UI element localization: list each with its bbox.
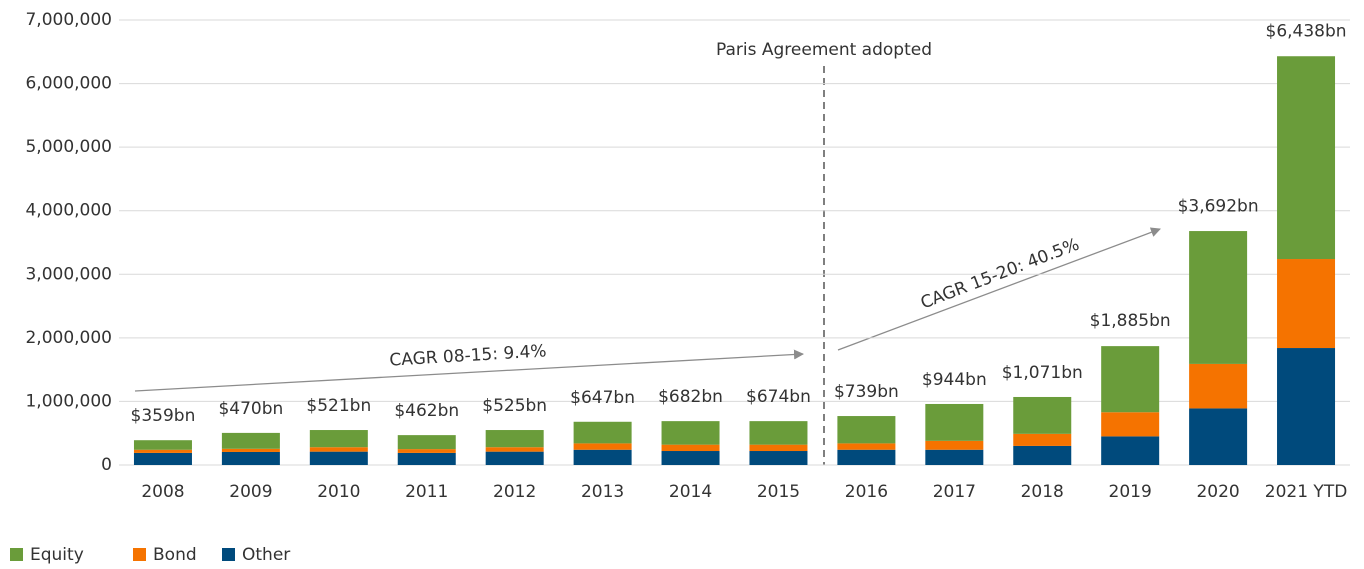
bar-segment <box>837 449 896 465</box>
y-tick-label: 3,000,000 <box>25 264 112 284</box>
trend-arrow <box>134 349 804 392</box>
legend-label: Other <box>242 545 290 565</box>
total-label: $739bn <box>834 382 899 402</box>
legend-swatch <box>133 548 146 561</box>
bar-segment <box>221 432 280 449</box>
bar-segment <box>309 447 368 452</box>
y-tick-label: 4,000,000 <box>25 201 112 221</box>
trend-arrow <box>837 227 1161 351</box>
total-label: $521bn <box>306 396 371 416</box>
bar-segment <box>1277 348 1336 465</box>
bar-segment <box>1277 56 1336 260</box>
y-tick-label: 1,000,000 <box>25 391 112 411</box>
bar-segment <box>221 451 280 465</box>
bar-segment <box>133 440 192 450</box>
bar-segment <box>1277 259 1336 349</box>
total-label: $944bn <box>922 370 987 390</box>
bar-segment <box>925 440 984 450</box>
bar-segment <box>749 444 808 452</box>
bar-segment <box>1013 433 1072 446</box>
bar-segment <box>661 451 720 465</box>
legend-label: Bond <box>153 545 197 565</box>
x-tick-label: 2009 <box>229 482 272 502</box>
total-label: $647bn <box>570 388 635 408</box>
bar-segment <box>925 403 984 441</box>
legend-label: Equity <box>30 545 84 565</box>
bar-segment <box>485 430 544 448</box>
bar-segment <box>485 447 544 452</box>
y-tick-label: 6,000,000 <box>25 74 112 94</box>
bar-segment <box>485 451 544 465</box>
bar-segment <box>397 435 456 450</box>
bar-segment <box>397 452 456 465</box>
bar-segment <box>1189 363 1248 409</box>
bar-segment <box>1013 445 1072 465</box>
y-tick-label: 0 <box>101 455 112 475</box>
total-label: $462bn <box>394 401 459 421</box>
annotation: CAGR 08-15: 9.4% <box>389 341 547 370</box>
total-label: $682bn <box>658 387 723 407</box>
annotation: Paris Agreement adopted <box>716 40 932 60</box>
bar-segment <box>837 443 896 450</box>
bar-segment <box>661 444 720 452</box>
bar-segment <box>573 443 632 450</box>
bar-segment <box>1101 346 1160 413</box>
y-tick-label: 7,000,000 <box>25 10 112 30</box>
bar-segment <box>573 449 632 465</box>
x-tick-label: 2021 YTD <box>1265 482 1348 502</box>
total-label: $470bn <box>218 399 283 419</box>
total-label: $359bn <box>131 406 196 426</box>
x-tick-label: 2016 <box>845 482 888 502</box>
x-tick-label: 2013 <box>581 482 624 502</box>
x-tick-label: 2015 <box>757 482 800 502</box>
x-tick-label: 2012 <box>493 482 536 502</box>
bar-segment <box>133 449 192 453</box>
x-tick-label: 2018 <box>1021 482 1064 502</box>
bar-segment <box>133 452 192 465</box>
bar-segment <box>1013 396 1072 434</box>
bar-segment <box>749 421 808 445</box>
y-tick-label: 2,000,000 <box>25 328 112 348</box>
bar-segment <box>749 451 808 465</box>
x-tick-label: 2011 <box>405 482 448 502</box>
x-tick-label: 2014 <box>669 482 712 502</box>
total-label: $3,692bn <box>1178 196 1259 216</box>
y-tick-label: 5,000,000 <box>25 137 112 157</box>
bar-segment <box>397 449 456 453</box>
x-tick-label: 2008 <box>141 482 184 502</box>
bar-segment <box>309 430 368 448</box>
bar-segment <box>221 448 280 452</box>
x-tick-label: 2010 <box>317 482 360 502</box>
bar-segment <box>573 421 632 444</box>
total-label: $674bn <box>746 387 811 407</box>
legend-swatch <box>10 548 23 561</box>
bar-segment <box>1101 412 1160 437</box>
x-tick-label: 2017 <box>933 482 976 502</box>
x-tick-label: 2020 <box>1196 482 1239 502</box>
total-label: $525bn <box>482 396 547 416</box>
bar-segment <box>1189 231 1248 364</box>
bar-segment <box>837 416 896 444</box>
bar-segment <box>925 449 984 465</box>
total-label: $1,071bn <box>1002 363 1083 383</box>
x-tick-label: 2019 <box>1109 482 1152 502</box>
bar-segment <box>1189 408 1248 465</box>
total-label: $6,438bn <box>1266 22 1347 42</box>
bar-segment <box>661 421 720 445</box>
bar-segment <box>309 451 368 465</box>
legend-swatch <box>222 548 235 561</box>
total-label: $1,885bn <box>1090 311 1171 331</box>
bar-segment <box>1101 436 1160 465</box>
